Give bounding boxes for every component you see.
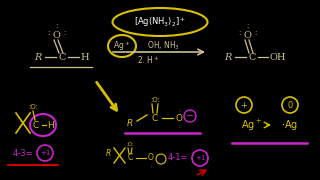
Text: 2. H$^+$: 2. H$^+$ [137,54,159,66]
Text: OH, NH$_3$: OH, NH$_3$ [147,40,180,52]
Text: :O:: :O: [126,141,134,147]
Text: R: R [105,148,111,158]
Text: 4-1=: 4-1= [168,154,188,163]
Text: H: H [81,53,89,62]
Text: :: : [238,30,240,36]
Text: O: O [52,30,60,39]
Text: O: O [243,30,251,39]
Text: Ag$^+$: Ag$^+$ [241,118,263,132]
Text: C: C [58,53,66,62]
Text: O: O [148,154,154,163]
Text: :: : [150,163,152,168]
Text: :: : [178,107,180,112]
Text: −: − [186,111,194,121]
Text: C: C [33,120,39,129]
Text: 0: 0 [287,100,292,109]
Text: H: H [47,120,53,129]
Text: :: : [246,23,248,29]
Text: [Ag(NH$_3$)$_2$]$^+$: [Ag(NH$_3$)$_2$]$^+$ [134,15,186,29]
Text: :: : [55,23,57,29]
Text: +: + [241,100,247,109]
Text: :: : [178,123,180,129]
Text: R: R [34,53,42,62]
Text: :: : [254,30,256,36]
Text: R: R [127,118,133,127]
Text: 4-3=: 4-3= [13,148,33,158]
Text: :: : [47,30,49,36]
Text: OH: OH [270,53,286,62]
Text: C: C [248,53,256,62]
Text: R: R [224,53,232,62]
Text: O: O [175,114,182,123]
Text: +1: +1 [40,150,50,156]
Text: :: : [63,30,65,36]
Text: C: C [152,114,158,123]
Text: $\cdot$Ag: $\cdot$Ag [282,118,299,132]
Text: :O:: :O: [28,104,38,110]
Text: +1: +1 [195,155,205,161]
Text: Ag$^+$: Ag$^+$ [113,39,131,53]
Text: :O:: :O: [150,97,160,103]
Text: C: C [127,154,132,163]
